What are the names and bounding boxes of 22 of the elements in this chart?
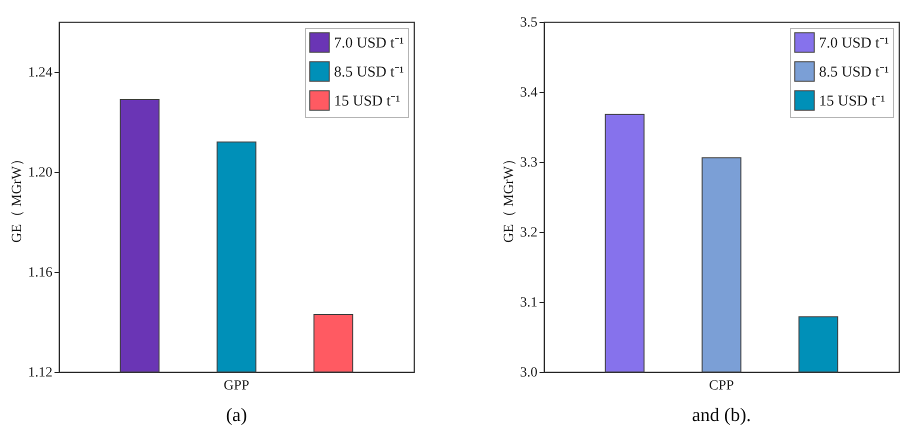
y-tick-label: 3.3 [520,156,538,170]
legend-label: 8.5 USD t⁻¹ [819,64,889,80]
x-tick-label: CPP [709,378,734,394]
y-axis-title: GE（ MGrW） [502,152,517,243]
legend-label: 7.0 USD t⁻¹ [334,36,404,52]
y-tick-label: 3.5 [520,16,538,30]
y-tick-label: 1.20 [28,166,52,180]
legend-label: 8.5 USD t⁻¹ [334,64,404,80]
legend-label: 7.0 USD t⁻¹ [819,36,889,52]
y-tick-label: 3.2 [520,226,538,240]
y-axis-title: GE（ MGrW） [10,152,25,243]
text: (a) [226,405,248,426]
y-tick-label: 1.24 [28,66,52,80]
legend-label: 15 USD t⁻¹ [334,94,400,110]
text: and (b). [692,405,752,426]
y-tick-label: 1.12 [28,366,52,380]
y-tick-label: 3.0 [520,366,538,380]
legend-label: 15 USD t⁻¹ [819,94,886,110]
x-tick-label: GPP [224,378,250,394]
y-tick-label: 1.16 [28,266,52,280]
y-tick-label: 3.1 [520,296,538,310]
y-tick-label: 3.4 [520,86,538,100]
